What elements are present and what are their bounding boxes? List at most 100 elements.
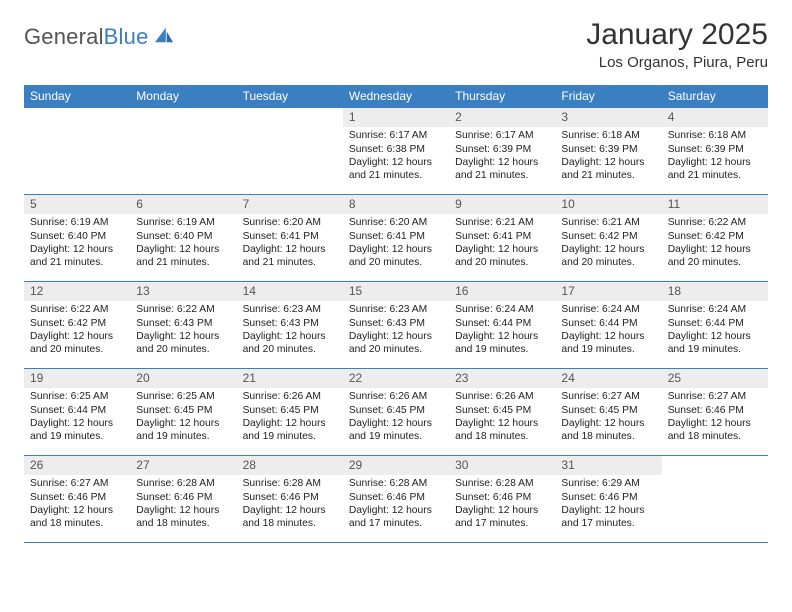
day-number: 23 bbox=[449, 369, 555, 388]
sunrise-line: Sunrise: 6:26 AM bbox=[455, 390, 549, 403]
day-number bbox=[24, 108, 130, 127]
sunrise-line: Sunrise: 6:18 AM bbox=[561, 129, 655, 142]
sunset-line: Sunset: 6:46 PM bbox=[668, 404, 762, 417]
cell-body: Sunrise: 6:28 AMSunset: 6:46 PMDaylight:… bbox=[343, 475, 449, 534]
sunset-line: Sunset: 6:39 PM bbox=[455, 143, 549, 156]
cell-body: Sunrise: 6:25 AMSunset: 6:45 PMDaylight:… bbox=[130, 388, 236, 447]
calendar-cell: 11Sunrise: 6:22 AMSunset: 6:42 PMDayligh… bbox=[662, 195, 768, 281]
day-number: 25 bbox=[662, 369, 768, 388]
cell-body: Sunrise: 6:21 AMSunset: 6:41 PMDaylight:… bbox=[449, 214, 555, 273]
day-header: Wednesday bbox=[343, 85, 449, 108]
sunrise-line: Sunrise: 6:21 AM bbox=[455, 216, 549, 229]
sunset-line: Sunset: 6:40 PM bbox=[136, 230, 230, 243]
sunrise-line: Sunrise: 6:22 AM bbox=[136, 303, 230, 316]
brand-word-2: Blue bbox=[104, 24, 149, 49]
day-number: 14 bbox=[237, 282, 343, 301]
sunset-line: Sunset: 6:44 PM bbox=[668, 317, 762, 330]
sunrise-line: Sunrise: 6:24 AM bbox=[561, 303, 655, 316]
daylight-line: Daylight: 12 hours and 20 minutes. bbox=[349, 243, 443, 269]
calendar-cell: 18Sunrise: 6:24 AMSunset: 6:44 PMDayligh… bbox=[662, 282, 768, 368]
sunrise-line: Sunrise: 6:28 AM bbox=[136, 477, 230, 490]
day-number: 10 bbox=[555, 195, 661, 214]
sunrise-line: Sunrise: 6:19 AM bbox=[30, 216, 124, 229]
calendar-cell: 12Sunrise: 6:22 AMSunset: 6:42 PMDayligh… bbox=[24, 282, 130, 368]
cell-body bbox=[237, 127, 343, 133]
daylight-line: Daylight: 12 hours and 18 minutes. bbox=[243, 504, 337, 530]
daylight-line: Daylight: 12 hours and 18 minutes. bbox=[136, 504, 230, 530]
day-number: 29 bbox=[343, 456, 449, 475]
day-number: 19 bbox=[24, 369, 130, 388]
sunrise-line: Sunrise: 6:28 AM bbox=[243, 477, 337, 490]
cell-body: Sunrise: 6:18 AMSunset: 6:39 PMDaylight:… bbox=[555, 127, 661, 186]
sunset-line: Sunset: 6:42 PM bbox=[668, 230, 762, 243]
calendar-cell: 29Sunrise: 6:28 AMSunset: 6:46 PMDayligh… bbox=[343, 456, 449, 542]
calendar-cell: 3Sunrise: 6:18 AMSunset: 6:39 PMDaylight… bbox=[555, 108, 661, 194]
page-subtitle: Los Organos, Piura, Peru bbox=[586, 54, 768, 71]
day-number: 12 bbox=[24, 282, 130, 301]
sunset-line: Sunset: 6:44 PM bbox=[30, 404, 124, 417]
day-number: 15 bbox=[343, 282, 449, 301]
calendar-cell: 15Sunrise: 6:23 AMSunset: 6:43 PMDayligh… bbox=[343, 282, 449, 368]
daylight-line: Daylight: 12 hours and 20 minutes. bbox=[561, 243, 655, 269]
sunset-line: Sunset: 6:45 PM bbox=[243, 404, 337, 417]
page-title: January 2025 bbox=[586, 18, 768, 52]
day-number: 1 bbox=[343, 108, 449, 127]
day-number: 5 bbox=[24, 195, 130, 214]
day-header: Tuesday bbox=[237, 85, 343, 108]
sunrise-line: Sunrise: 6:19 AM bbox=[136, 216, 230, 229]
sunrise-line: Sunrise: 6:24 AM bbox=[455, 303, 549, 316]
cell-body: Sunrise: 6:22 AMSunset: 6:42 PMDaylight:… bbox=[24, 301, 130, 360]
daylight-line: Daylight: 12 hours and 21 minutes. bbox=[668, 156, 762, 182]
sunset-line: Sunset: 6:46 PM bbox=[243, 491, 337, 504]
daylight-line: Daylight: 12 hours and 21 minutes. bbox=[243, 243, 337, 269]
cell-body: Sunrise: 6:19 AMSunset: 6:40 PMDaylight:… bbox=[24, 214, 130, 273]
daylight-line: Daylight: 12 hours and 21 minutes. bbox=[561, 156, 655, 182]
calendar-cell: 20Sunrise: 6:25 AMSunset: 6:45 PMDayligh… bbox=[130, 369, 236, 455]
daylight-line: Daylight: 12 hours and 21 minutes. bbox=[136, 243, 230, 269]
sunrise-line: Sunrise: 6:25 AM bbox=[136, 390, 230, 403]
daylight-line: Daylight: 12 hours and 20 minutes. bbox=[30, 330, 124, 356]
sunrise-line: Sunrise: 6:21 AM bbox=[561, 216, 655, 229]
daylight-line: Daylight: 12 hours and 19 minutes. bbox=[243, 417, 337, 443]
day-header: Saturday bbox=[662, 85, 768, 108]
calendar-cell: 4Sunrise: 6:18 AMSunset: 6:39 PMDaylight… bbox=[662, 108, 768, 194]
daylight-line: Daylight: 12 hours and 20 minutes. bbox=[243, 330, 337, 356]
brand-logo: GeneralBlue bbox=[24, 18, 175, 50]
calendar-cell bbox=[237, 108, 343, 194]
day-number: 4 bbox=[662, 108, 768, 127]
cell-body: Sunrise: 6:19 AMSunset: 6:40 PMDaylight:… bbox=[130, 214, 236, 273]
day-number: 9 bbox=[449, 195, 555, 214]
cell-body: Sunrise: 6:24 AMSunset: 6:44 PMDaylight:… bbox=[555, 301, 661, 360]
cell-body: Sunrise: 6:23 AMSunset: 6:43 PMDaylight:… bbox=[343, 301, 449, 360]
calendar-cell: 30Sunrise: 6:28 AMSunset: 6:46 PMDayligh… bbox=[449, 456, 555, 542]
cell-body: Sunrise: 6:28 AMSunset: 6:46 PMDaylight:… bbox=[449, 475, 555, 534]
cell-body: Sunrise: 6:22 AMSunset: 6:42 PMDaylight:… bbox=[662, 214, 768, 273]
day-number: 26 bbox=[24, 456, 130, 475]
day-number: 21 bbox=[237, 369, 343, 388]
day-header: Friday bbox=[555, 85, 661, 108]
sunset-line: Sunset: 6:44 PM bbox=[561, 317, 655, 330]
sunset-line: Sunset: 6:43 PM bbox=[349, 317, 443, 330]
cell-body: Sunrise: 6:20 AMSunset: 6:41 PMDaylight:… bbox=[343, 214, 449, 273]
cell-body: Sunrise: 6:29 AMSunset: 6:46 PMDaylight:… bbox=[555, 475, 661, 534]
daylight-line: Daylight: 12 hours and 20 minutes. bbox=[668, 243, 762, 269]
sunset-line: Sunset: 6:46 PM bbox=[561, 491, 655, 504]
sunrise-line: Sunrise: 6:25 AM bbox=[30, 390, 124, 403]
calendar-cell bbox=[24, 108, 130, 194]
calendar-cell: 13Sunrise: 6:22 AMSunset: 6:43 PMDayligh… bbox=[130, 282, 236, 368]
daylight-line: Daylight: 12 hours and 17 minutes. bbox=[455, 504, 549, 530]
calendar-cell: 6Sunrise: 6:19 AMSunset: 6:40 PMDaylight… bbox=[130, 195, 236, 281]
daylight-line: Daylight: 12 hours and 21 minutes. bbox=[349, 156, 443, 182]
brand-text: GeneralBlue bbox=[24, 24, 149, 50]
calendar-cell: 2Sunrise: 6:17 AMSunset: 6:39 PMDaylight… bbox=[449, 108, 555, 194]
cell-body: Sunrise: 6:26 AMSunset: 6:45 PMDaylight:… bbox=[237, 388, 343, 447]
day-number: 17 bbox=[555, 282, 661, 301]
day-number: 2 bbox=[449, 108, 555, 127]
day-number: 16 bbox=[449, 282, 555, 301]
daylight-line: Daylight: 12 hours and 20 minutes. bbox=[136, 330, 230, 356]
sunrise-line: Sunrise: 6:22 AM bbox=[30, 303, 124, 316]
sunrise-line: Sunrise: 6:20 AM bbox=[349, 216, 443, 229]
cell-body: Sunrise: 6:24 AMSunset: 6:44 PMDaylight:… bbox=[662, 301, 768, 360]
cell-body: Sunrise: 6:18 AMSunset: 6:39 PMDaylight:… bbox=[662, 127, 768, 186]
sunset-line: Sunset: 6:45 PM bbox=[455, 404, 549, 417]
